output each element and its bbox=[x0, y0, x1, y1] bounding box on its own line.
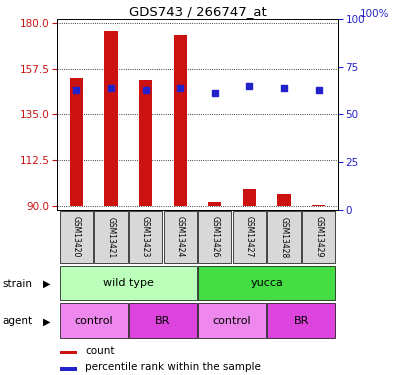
Bar bbox=[198, 303, 266, 338]
Bar bbox=[312, 205, 325, 206]
Bar bbox=[243, 189, 256, 206]
Bar bbox=[277, 194, 291, 206]
Text: control: control bbox=[74, 316, 113, 326]
Text: GSM13427: GSM13427 bbox=[245, 216, 254, 258]
Bar bbox=[60, 367, 77, 371]
Title: GDS743 / 266747_at: GDS743 / 266747_at bbox=[129, 4, 266, 18]
Bar bbox=[164, 211, 197, 263]
Point bbox=[143, 87, 149, 93]
Bar bbox=[267, 211, 301, 263]
Text: BR: BR bbox=[155, 316, 171, 326]
Text: GSM13426: GSM13426 bbox=[210, 216, 219, 258]
Bar bbox=[198, 211, 231, 263]
Text: GSM13420: GSM13420 bbox=[72, 216, 81, 258]
Text: strain: strain bbox=[2, 279, 32, 289]
Text: GSM13423: GSM13423 bbox=[141, 216, 150, 258]
Bar bbox=[233, 211, 266, 263]
Text: ▶: ▶ bbox=[43, 316, 51, 326]
Point bbox=[316, 87, 322, 93]
Text: GSM13421: GSM13421 bbox=[106, 217, 115, 258]
Bar bbox=[60, 351, 77, 354]
Bar bbox=[104, 31, 118, 206]
Point bbox=[108, 85, 114, 91]
Point bbox=[73, 87, 79, 93]
Bar bbox=[174, 35, 187, 206]
Bar bbox=[139, 80, 152, 206]
Bar bbox=[302, 211, 335, 263]
Text: ▶: ▶ bbox=[43, 279, 51, 289]
Bar bbox=[129, 303, 197, 338]
Text: BR: BR bbox=[294, 316, 309, 326]
Text: percentile rank within the sample: percentile rank within the sample bbox=[85, 362, 261, 372]
Point bbox=[177, 85, 183, 91]
Text: GSM13429: GSM13429 bbox=[314, 216, 323, 258]
Text: agent: agent bbox=[2, 316, 32, 326]
Text: GSM13424: GSM13424 bbox=[176, 216, 185, 258]
Text: yucca: yucca bbox=[250, 278, 283, 288]
Bar bbox=[60, 211, 93, 263]
Point bbox=[246, 83, 252, 89]
Text: wild type: wild type bbox=[103, 278, 154, 288]
Bar bbox=[60, 266, 197, 300]
Y-axis label: 100%: 100% bbox=[359, 9, 389, 19]
Point bbox=[281, 85, 287, 91]
Bar bbox=[94, 211, 128, 263]
Bar bbox=[267, 303, 335, 338]
Bar bbox=[70, 78, 83, 206]
Text: control: control bbox=[213, 316, 252, 326]
Bar bbox=[198, 266, 335, 300]
Text: count: count bbox=[85, 346, 115, 356]
Bar bbox=[208, 202, 221, 206]
Bar bbox=[129, 211, 162, 263]
Text: GSM13428: GSM13428 bbox=[280, 217, 289, 258]
Point bbox=[212, 90, 218, 96]
Bar bbox=[60, 303, 128, 338]
